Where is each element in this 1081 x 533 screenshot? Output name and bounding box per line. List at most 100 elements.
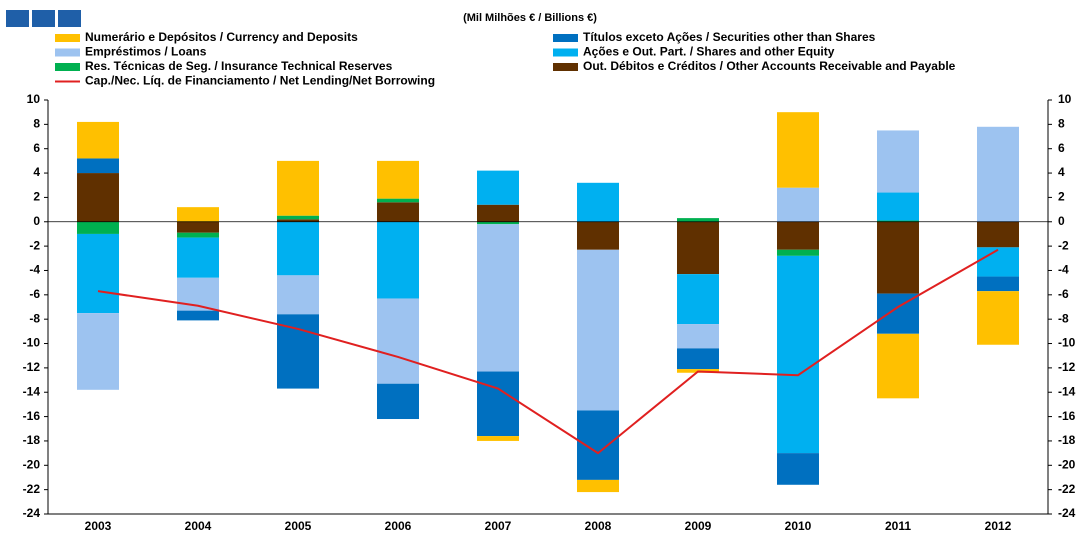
bar-segment [377, 160, 419, 199]
bar-segment [177, 237, 219, 278]
y-tick-label: -10 [23, 336, 41, 350]
bar-segment [777, 255, 819, 454]
x-tick-label: 2012 [985, 519, 1012, 533]
y-tick-label: -18 [23, 433, 41, 447]
y2-tick-label: -16 [1058, 409, 1076, 423]
y2-tick-label: -4 [1058, 263, 1069, 277]
bar-segment [677, 274, 719, 325]
decor-square [58, 10, 81, 27]
bar-segment [977, 276, 1019, 292]
y-tick-label: 0 [33, 214, 40, 228]
bar-segment [577, 221, 619, 250]
decor-square [32, 10, 55, 27]
bar-segment [777, 112, 819, 188]
legend-swatch [55, 48, 80, 57]
y2-tick-label: 8 [1058, 117, 1065, 131]
bar-segment [977, 221, 1019, 248]
bar-segment [977, 126, 1019, 222]
bar-segment [377, 202, 419, 222]
legend-label: Ações e Out. Part. / Shares and other Eq… [583, 45, 835, 59]
bar-segment [77, 313, 119, 390]
y-tick-label: -14 [23, 384, 41, 398]
legend-label: Cap./Nec. Líq. de Financiamento / Net Le… [85, 74, 435, 88]
bar-segment [877, 192, 919, 221]
y-tick-label: 4 [33, 165, 40, 179]
bar-segment [277, 215, 319, 220]
bar-segment [577, 249, 619, 411]
y-tick-label: -8 [29, 311, 40, 325]
bar-segment [677, 218, 719, 222]
bar-segment [977, 291, 1019, 345]
decor-square [6, 10, 29, 27]
x-tick-label: 2010 [785, 519, 812, 533]
legend-swatch [55, 63, 80, 71]
bar-segment [877, 220, 919, 222]
legend-label: Empréstimos / Loans [85, 45, 207, 59]
y-tick-label: 8 [33, 117, 40, 131]
y-tick-label: 2 [33, 190, 40, 204]
y-tick-label: -16 [23, 409, 41, 423]
bar-segment [877, 333, 919, 399]
bar-segment [677, 324, 719, 349]
y2-tick-label: -8 [1058, 311, 1069, 325]
bar-segment [477, 221, 519, 225]
x-tick-label: 2003 [85, 519, 112, 533]
bar-segment [77, 233, 119, 314]
y2-tick-label: -24 [1058, 506, 1076, 520]
y2-tick-label: -18 [1058, 433, 1076, 447]
chart-title: (Mil Milhões € / Billions €) [463, 12, 597, 24]
bar-segment [477, 436, 519, 441]
y-tick-label: 6 [33, 141, 40, 155]
legend-swatch [553, 34, 578, 42]
bar-segment [377, 383, 419, 420]
bar-segment [477, 204, 519, 222]
bar-segment [577, 479, 619, 493]
bar-segment [77, 173, 119, 222]
y2-tick-label: -6 [1058, 287, 1069, 301]
bar-segment [277, 219, 319, 222]
bar-segment [277, 275, 319, 315]
legend-label: Out. Débitos e Créditos / Other Accounts… [583, 59, 956, 73]
bar-segment [477, 170, 519, 205]
x-tick-label: 2006 [385, 519, 412, 533]
x-tick-label: 2008 [585, 519, 612, 533]
y-tick-label: -12 [23, 360, 41, 374]
legend-swatch [553, 48, 578, 57]
y2-tick-label: 2 [1058, 190, 1065, 204]
bar-segment [77, 121, 119, 159]
bar-segment [177, 310, 219, 321]
bar-segment [377, 198, 419, 203]
bar-segment [677, 348, 719, 370]
y-tick-label: -6 [29, 287, 40, 301]
legend-swatch [553, 63, 578, 71]
bar-segment [277, 160, 319, 216]
bar-segment [77, 221, 119, 234]
y2-tick-label: 0 [1058, 214, 1065, 228]
x-tick-label: 2004 [185, 519, 212, 533]
y2-tick-label: 10 [1058, 92, 1072, 106]
y2-tick-label: -2 [1058, 238, 1069, 252]
y2-tick-label: 6 [1058, 141, 1065, 155]
y2-tick-label: -10 [1058, 336, 1076, 350]
bar-segment [677, 221, 719, 275]
bar-segment [777, 249, 819, 256]
y2-tick-label: -20 [1058, 457, 1076, 471]
legend-label: Numerário e Depósitos / Currency and Dep… [85, 30, 358, 44]
x-tick-label: 2007 [485, 519, 512, 533]
bar-segment [577, 410, 619, 480]
x-tick-label: 2009 [685, 519, 712, 533]
line-series [97, 248, 999, 455]
bar-segment [977, 247, 1019, 277]
bar-segment [777, 187, 819, 222]
bar-segment [477, 224, 519, 372]
bar-segment [777, 453, 819, 485]
bar-segment [777, 221, 819, 250]
x-tick-label: 2011 [885, 519, 911, 533]
bar-segment [877, 130, 919, 193]
bar-segment [177, 221, 219, 233]
x-tick-label: 2005 [285, 519, 312, 533]
y2-tick-label: -22 [1058, 482, 1076, 496]
legend-label: Títulos exceto Ações / Securities other … [583, 30, 876, 44]
bar-segment [877, 221, 919, 294]
